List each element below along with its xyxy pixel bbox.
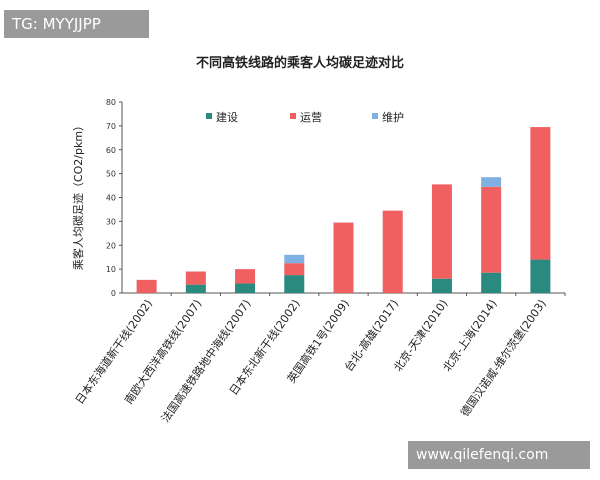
bar-segment-construction [235,283,256,293]
watermark-bottom-right: www.qilefenqi.com [408,441,590,469]
bar-segment-maintenance [284,254,305,264]
y-axis-title: 乘客人均碳足迹（CO2/pkm） [71,120,85,270]
x-category-label: 北京-天津(2010) [390,297,450,374]
bar-segment-construction [431,278,452,293]
bar-segment-operation [382,210,403,293]
legend-swatch [206,113,212,119]
x-category-label: 法国高速铁路地中海线(2007) [158,297,254,425]
chart-legend: 建设 运营 维护 [206,110,404,124]
y-tick-labels: 0 10 20 30 40 50 60 70 80 [106,98,116,298]
legend-swatch [290,113,296,119]
y-tick-label: 60 [106,146,116,155]
bar-segment-operation [185,271,206,285]
bar-segment-operation [284,263,305,276]
y-tick-label: 0 [111,289,116,298]
x-category-label: 北京-上海(2014) [440,297,500,374]
y-tick-label: 50 [106,170,116,179]
bar-segment-operation [136,279,157,293]
y-tick-label: 30 [106,217,116,226]
bar-segment-operation [431,184,452,279]
chart-bars [136,127,551,293]
legend-swatch [372,113,378,119]
x-category-labels: 日本东海道新干线(2002)南欧大西洋高铁线(2007)法国高速铁路地中海线(2… [72,297,549,425]
y-tick-label: 70 [106,122,116,131]
bar-segment-operation [530,127,551,260]
bar-segment-operation [235,269,256,284]
bar-segment-construction [185,284,206,293]
y-tick-label: 40 [106,194,116,203]
bar-segment-operation [481,186,502,273]
y-tick-label: 10 [106,265,116,274]
bar-segment-maintenance [481,177,502,187]
y-tick-label: 20 [106,241,116,250]
legend-label: 维护 [382,110,404,124]
bar-segment-construction [284,275,305,293]
bar-segment-operation [333,222,354,293]
legend-label: 运营 [300,110,322,124]
y-tick-label: 80 [106,98,116,107]
bar-segment-construction [530,259,551,293]
x-category-label: 台北-高雄(2017) [341,297,401,374]
chart-title: 不同高铁线路的乘客人均碳足迹对比 [195,56,404,71]
x-category-label: 德国汉诺威-维尔茨堡(2003) [457,297,549,419]
bar-segment-construction [481,272,502,293]
legend-label: 建设 [216,110,238,124]
watermark-top-left: TG: MYYJJPP [4,10,149,38]
